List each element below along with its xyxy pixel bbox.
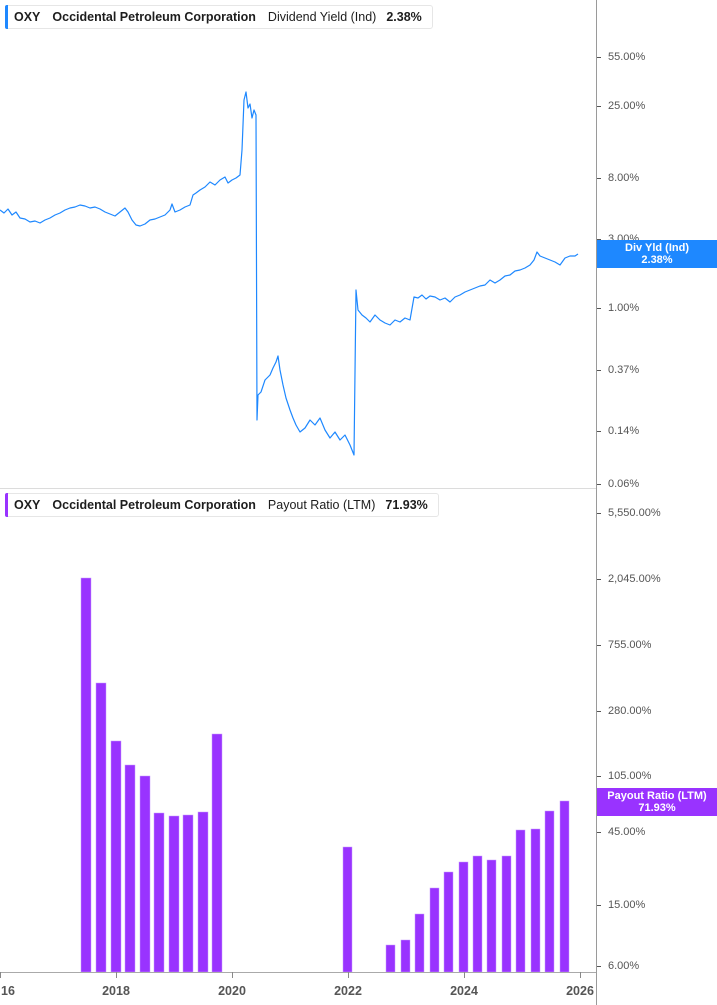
dividend-yield-line-chart	[0, 91, 579, 456]
x-tick	[0, 972, 1, 978]
y-tick-label: 2,045.00%	[608, 573, 661, 585]
x-tick	[348, 972, 349, 978]
y-tick-label: 5,550.00%	[608, 507, 661, 519]
legend-company: Occidental Petroleum Corporation	[52, 10, 256, 24]
y-tick	[597, 484, 601, 485]
y-tick	[597, 776, 601, 777]
y-tick	[597, 106, 601, 107]
y-tick-label: 280.00%	[608, 705, 652, 717]
flag-value: 71.93%	[638, 802, 676, 814]
y-tick	[597, 579, 601, 580]
series-color-swatch	[5, 5, 8, 29]
y-tick-label: 0.06%	[608, 478, 640, 490]
y-tick	[597, 711, 601, 712]
x-tick-label: 2020	[218, 984, 246, 998]
y-tick-label: 15.00%	[608, 899, 646, 911]
y-tick	[597, 645, 601, 646]
x-tick	[232, 972, 233, 978]
y-tick-label: 0.37%	[608, 364, 640, 376]
x-tick	[116, 972, 117, 978]
x-tick	[464, 972, 465, 978]
x-tick-label: 2024	[450, 984, 478, 998]
payout-ratio-bars	[80, 577, 570, 973]
flag-value: 2.38%	[641, 254, 673, 266]
x-tick	[580, 972, 581, 978]
x-tick-label: 2018	[102, 984, 130, 998]
legend-company: Occidental Petroleum Corporation	[52, 498, 256, 512]
payout-ratio-legend[interactable]: OXY Occidental Petroleum Corporation Pay…	[5, 493, 439, 517]
x-tick-label: 16	[1, 984, 15, 998]
y-axis-line[interactable]	[596, 0, 597, 1005]
y-tick	[597, 57, 601, 58]
y-tick	[597, 370, 601, 371]
flag-label: Payout Ratio (LTM)	[607, 790, 707, 802]
panel-divider	[0, 488, 596, 489]
y-tick-label: 105.00%	[608, 770, 652, 782]
dividend-yield-legend[interactable]: OXY Occidental Petroleum Corporation Div…	[5, 5, 433, 29]
y-tick	[597, 239, 601, 240]
legend-value: 71.93%	[385, 498, 428, 512]
x-tick-label: 2022	[334, 984, 362, 998]
y-tick	[597, 966, 601, 967]
y-tick-label: 8.00%	[608, 172, 640, 184]
y-tick-label: 1.00%	[608, 302, 640, 314]
y-tick	[597, 832, 601, 833]
legend-ticker: OXY	[14, 498, 41, 512]
series-color-swatch	[5, 493, 8, 517]
x-axis-line[interactable]	[0, 972, 596, 973]
x-tick-label: 2026	[566, 984, 594, 998]
y-tick-label: 45.00%	[608, 826, 646, 838]
legend-value: 2.38%	[386, 10, 422, 24]
y-tick-label: 25.00%	[608, 100, 646, 112]
payout-ratio-bar-chart	[80, 577, 570, 973]
y-tick-label: 6.00%	[608, 960, 640, 972]
flag-label: Div Yld (Ind)	[625, 242, 689, 254]
y-tick	[597, 308, 601, 309]
y-tick	[597, 513, 601, 514]
y-tick-label: 55.00%	[608, 51, 646, 63]
dividend-yield-value-flag: Div Yld (Ind) 2.38%	[597, 240, 717, 268]
y-tick	[597, 431, 601, 432]
legend-ticker: OXY	[14, 10, 41, 24]
payout-ratio-value-flag: Payout Ratio (LTM) 71.93%	[597, 788, 717, 816]
y-tick	[597, 905, 601, 906]
y-tick-label: 0.14%	[608, 425, 640, 437]
legend-metric: Payout Ratio (LTM)	[267, 498, 376, 512]
legend-metric: Dividend Yield (Ind)	[267, 10, 377, 24]
y-tick	[597, 178, 601, 179]
dividend-yield-line	[0, 91, 579, 456]
y-tick-label: 755.00%	[608, 639, 652, 651]
